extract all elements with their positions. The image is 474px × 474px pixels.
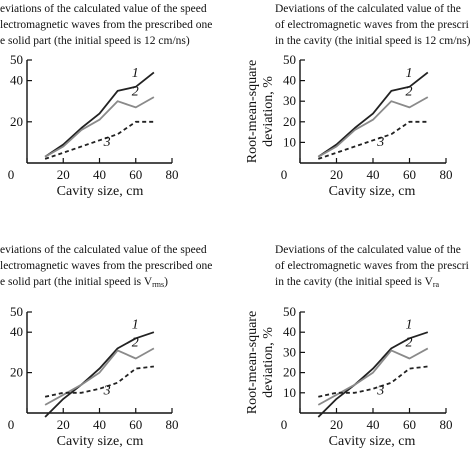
x-tick-label: 60: [129, 417, 142, 432]
chart-title-line: Deviations of the calculated value of th…: [275, 3, 461, 15]
y-axis-label: deviation, %: [261, 327, 276, 398]
series-line-2: [44, 347, 155, 406]
x-tick-label: 40: [367, 417, 380, 432]
series-label-1: 1: [406, 317, 413, 332]
series-label-1: 1: [132, 66, 139, 81]
series-label-3: 3: [103, 135, 111, 150]
series-label-2: 2: [406, 335, 413, 350]
series-line-1: [317, 331, 429, 418]
x-tick-label: 0: [281, 167, 288, 182]
series-line-3: [318, 120, 428, 160]
x-axis-label: Cavity size, cm: [329, 184, 416, 199]
series-line-1: [44, 71, 155, 158]
series-line-2: [44, 96, 155, 158]
chart-title-line: e solid part (the initial speed is Vrms): [0, 276, 168, 289]
chart-title-line: of electromagnetic waves from the prescr…: [275, 260, 469, 272]
y-tick-label: 50: [283, 304, 296, 319]
x-tick-label: 20: [57, 417, 70, 432]
x-axis-label: Cavity size, cm: [57, 184, 144, 199]
y-tick-label: 50: [10, 304, 23, 319]
x-tick-label: 80: [440, 417, 453, 432]
y-axis-label: deviation, %: [261, 76, 276, 147]
chart-title-line: in the cavity (the initial speed is 12 c…: [275, 35, 471, 47]
x-tick-label: 40: [93, 417, 106, 432]
series-label-1: 1: [132, 317, 139, 332]
y-tick-label: 30: [283, 344, 296, 359]
x-tick-label: 60: [403, 167, 416, 182]
y-tick-label: 50: [283, 52, 296, 67]
chart-title-line: in the cavity (the initial speed is Vra: [275, 276, 440, 289]
x-tick-label: 0: [8, 417, 15, 432]
chart-panel-1: eviations of the calculated value of the…: [0, 3, 212, 199]
y-tick-label: 40: [10, 73, 23, 88]
y-tick-label: 10: [283, 134, 296, 149]
x-tick-label: 60: [129, 167, 142, 182]
y-axis-label: Root-mean-square: [245, 311, 260, 414]
x-tick-label: 40: [367, 167, 380, 182]
x-tick-label: 40: [93, 167, 106, 182]
series-line-2: [317, 96, 429, 158]
chart-title-line: lectromagnetic waves from the prescribed…: [0, 19, 212, 31]
chart-panel-4: Deviations of the calculated value of th…: [245, 244, 469, 449]
series-label-3: 3: [376, 384, 384, 399]
series-line-3: [318, 365, 428, 398]
y-tick-label: 20: [10, 114, 23, 129]
chart-title-line: eviations of the calculated value of the…: [0, 3, 207, 15]
series-line-2: [317, 347, 429, 406]
series-line-3: [44, 365, 155, 398]
x-tick-label: 80: [166, 167, 179, 182]
series-label-2: 2: [406, 84, 413, 99]
chart-title-line: of electromagnetic waves from the prescr…: [275, 19, 469, 31]
y-tick-label: 20: [10, 365, 23, 380]
y-tick-label: 40: [283, 324, 296, 339]
series-label-3: 3: [376, 135, 384, 150]
x-axis-label: Cavity size, cm: [329, 434, 416, 449]
x-tick-label: 20: [330, 167, 343, 182]
x-tick-label: 0: [281, 417, 288, 432]
y-tick-label: 10: [283, 385, 296, 400]
y-axis-label: Root-mean-square: [245, 60, 260, 163]
series-label-1: 1: [406, 66, 413, 81]
chart-title-line: Deviations of the calculated value of th…: [275, 244, 461, 256]
x-axis-label: Cavity size, cm: [57, 434, 144, 449]
x-tick-label: 60: [403, 417, 416, 432]
y-tick-label: 30: [283, 93, 296, 108]
series-line-3: [44, 120, 154, 160]
series-line-1: [317, 71, 429, 158]
series-label-2: 2: [132, 84, 139, 99]
y-tick-label: 40: [283, 73, 296, 88]
x-tick-label: 80: [166, 417, 179, 432]
x-tick-label: 20: [57, 167, 70, 182]
series-line-1: [44, 331, 155, 418]
chart-panel-2: Deviations of the calculated value of th…: [245, 3, 471, 199]
y-tick-label: 40: [10, 324, 23, 339]
y-tick-label: 50: [10, 52, 23, 67]
x-tick-label: 20: [330, 417, 343, 432]
series-label-2: 2: [132, 335, 139, 350]
series-label-3: 3: [103, 384, 111, 399]
x-tick-label: 0: [8, 167, 15, 182]
chart-title-line: e solid part (the initial speed is 12 cm…: [0, 35, 190, 47]
chart-panel-3: eviations of the calculated value of the…: [0, 244, 212, 449]
y-tick-label: 20: [283, 114, 296, 129]
chart-title-line: lectromagnetic waves from the prescribed…: [0, 260, 212, 272]
chart-title-line: eviations of the calculated value of the…: [0, 244, 207, 256]
x-tick-label: 80: [440, 167, 453, 182]
y-tick-label: 20: [283, 365, 296, 380]
